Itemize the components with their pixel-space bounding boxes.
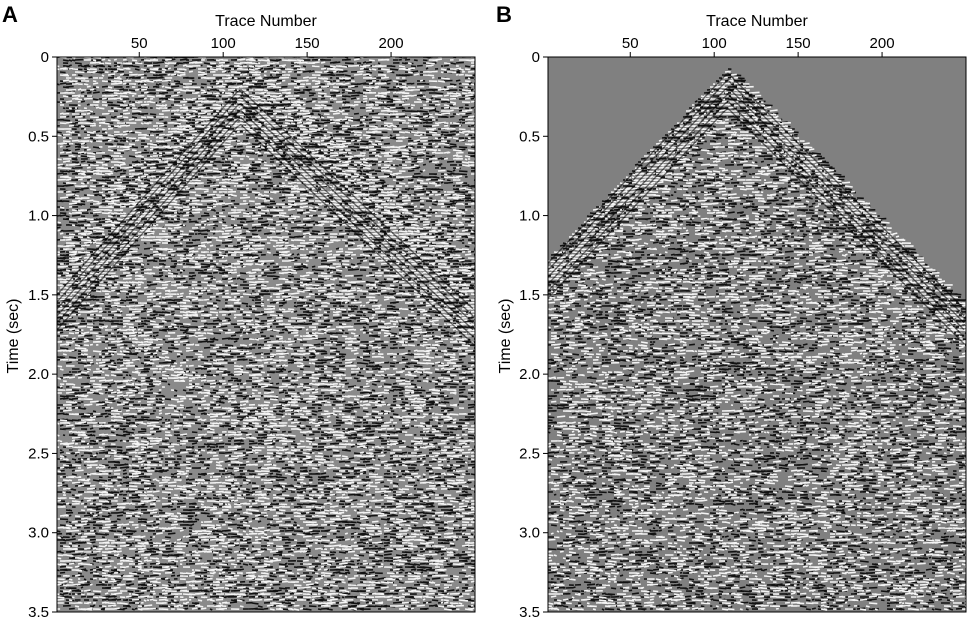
x-tick-label: 100 <box>211 35 236 52</box>
light-amplitude-strokes <box>57 57 475 611</box>
panel-a-axes: 50 100 150 200 0 0.5 1.0 1.5 2.0 2.5 3.0 3.5 <box>28 35 476 621</box>
y-tick-label: 2.0 <box>519 366 540 383</box>
seismic-texture <box>548 68 966 611</box>
first-arrival-wavefront <box>57 88 474 345</box>
x-tick-label: 50 <box>622 35 639 52</box>
x-tick-label: 200 <box>379 35 404 52</box>
x-tick-label: 50 <box>131 35 148 52</box>
y-tick-label: 0.5 <box>28 128 49 145</box>
panel-a: A Trace Number Time (sec) 50 100 150 200 0 0.… <box>2 2 476 621</box>
y-tick-label: 1.5 <box>28 287 49 304</box>
y-tick-label: 0 <box>41 49 49 66</box>
first-arrival-wavefront <box>548 72 965 345</box>
x-tick-label: 100 <box>702 35 727 52</box>
y-tick-label: 0 <box>532 49 540 66</box>
panel-a-x-axis-title: Trace Number <box>215 13 317 30</box>
panel-b-plot-area <box>548 57 966 612</box>
y-tick-label: 1.0 <box>28 208 49 225</box>
plot-frame <box>547 56 967 613</box>
y-tick-label: 1.0 <box>519 208 540 225</box>
panel-b-axes: 50 100 150 200 0 0.5 1.0 1.5 2.0 2.5 3.0 3.5 <box>519 35 967 621</box>
panel-a-y-axis-title: Time (sec) <box>5 299 22 374</box>
x-tick-label: 200 <box>870 35 895 52</box>
y-tick-label: 0.5 <box>519 128 540 145</box>
y-tick-label: 3.5 <box>519 604 540 621</box>
panel-b: B Trace Number Time (sec) 50 100 150 200 0 0.… <box>496 2 967 621</box>
y-tick-label: 3.0 <box>519 525 540 542</box>
plot-frame <box>56 56 476 613</box>
x-tick-label: 150 <box>295 35 320 52</box>
y-tick-label: 1.5 <box>519 287 540 304</box>
panel-b-x-axis-title: Trace Number <box>706 13 808 30</box>
panel-a-plot-area <box>57 57 475 612</box>
y-tick-label: 2.5 <box>519 445 540 462</box>
y-tick-label: 2.5 <box>28 445 49 462</box>
x-tick-label: 150 <box>786 35 811 52</box>
y-tick-label: 3.0 <box>28 525 49 542</box>
y-tick-label: 3.5 <box>28 604 49 621</box>
y-tick-label: 2.0 <box>28 366 49 383</box>
panel-a-letter: A <box>2 2 18 27</box>
panel-b-letter: B <box>496 2 512 27</box>
panel-b-y-axis-title: Time (sec) <box>497 299 514 374</box>
